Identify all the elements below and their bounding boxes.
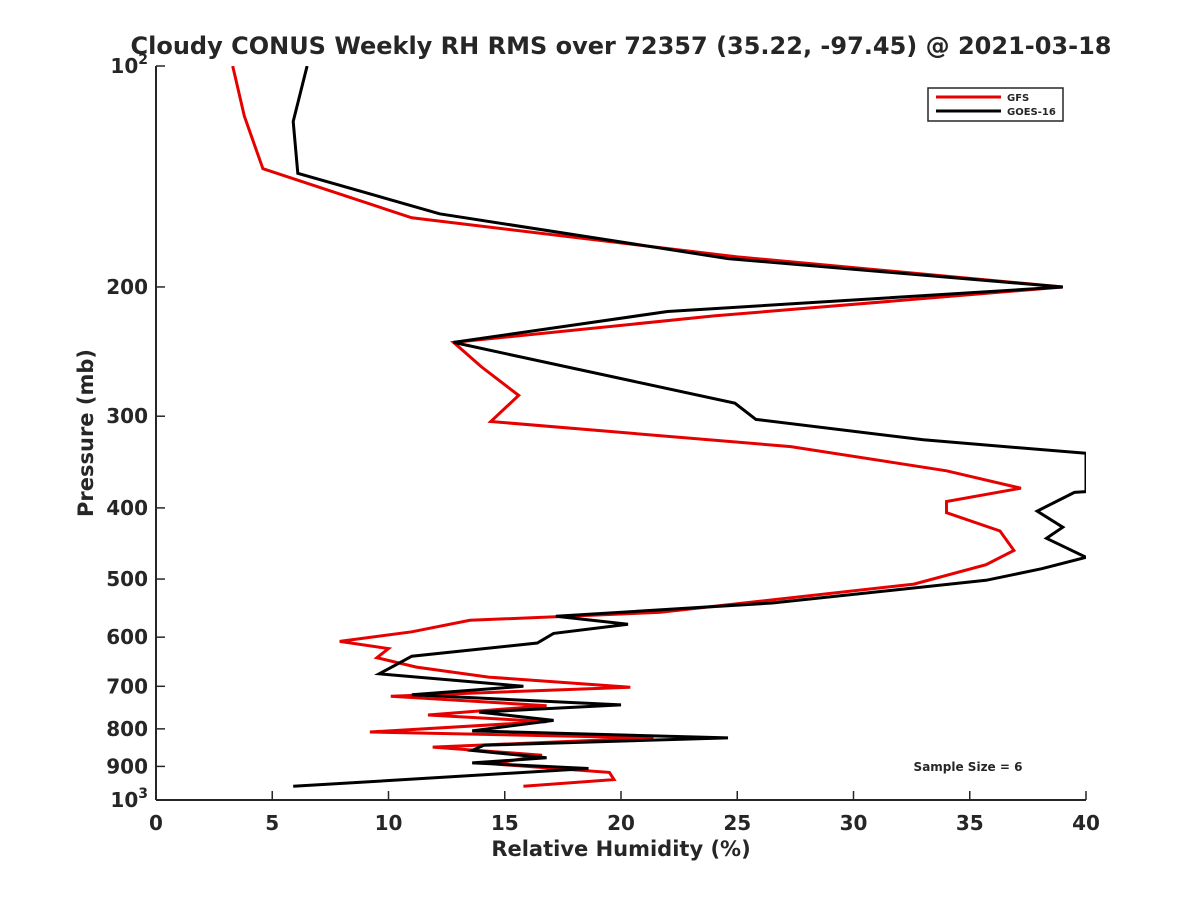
- sample-size-annotation: Sample Size = 6: [914, 760, 1023, 774]
- x-tick-label: 35: [956, 811, 984, 835]
- series-layer: [231, 66, 1086, 788]
- axes-layer: 0 5 10 15 20 25 30 35 40 102 200 300 400 500 600 700 800…: [106, 52, 1100, 835]
- chart-title: Cloudy CONUS Weekly RH RMS over 72357 (3…: [131, 32, 1112, 60]
- x-tick-label: 25: [723, 811, 751, 835]
- x-tick-label: 5: [265, 811, 279, 835]
- y-tick-label: 200: [106, 275, 148, 299]
- x-tick-label: 40: [1072, 811, 1100, 835]
- y-tick-label: 800: [106, 717, 148, 741]
- legend-label: GOES-16: [1007, 107, 1056, 118]
- x-tick-label: 20: [607, 811, 635, 835]
- y-axis-label: Pressure (mb): [74, 349, 98, 517]
- series-line-goes-16: [291, 66, 1086, 788]
- y-tick-label: 400: [106, 496, 148, 520]
- y-tick-label: 500: [106, 567, 148, 591]
- series-line-gfs: [231, 66, 1063, 788]
- x-tick-label: 10: [375, 811, 403, 835]
- y-tick-label: 300: [106, 404, 148, 428]
- legend-box: [927, 87, 1064, 122]
- y-tick-label: 102: [110, 52, 148, 78]
- y-tick-label: 900: [106, 754, 148, 778]
- x-tick-label: 15: [491, 811, 519, 835]
- x-tick-label: 30: [840, 811, 868, 835]
- x-tick-label: 0: [149, 811, 163, 835]
- y-tick-label: 700: [106, 674, 148, 698]
- y-tick-label: 103: [110, 786, 148, 812]
- legend: GFS GOES-16: [927, 87, 1064, 122]
- x-axis-label: Relative Humidity (%): [491, 837, 750, 861]
- legend-label: GFS: [1007, 93, 1029, 104]
- y-tick-label: 600: [106, 625, 148, 649]
- plot-area: 0 5 10 15 20 25 30 35 40 102 200 300 400 500 600 700 800…: [106, 52, 1100, 835]
